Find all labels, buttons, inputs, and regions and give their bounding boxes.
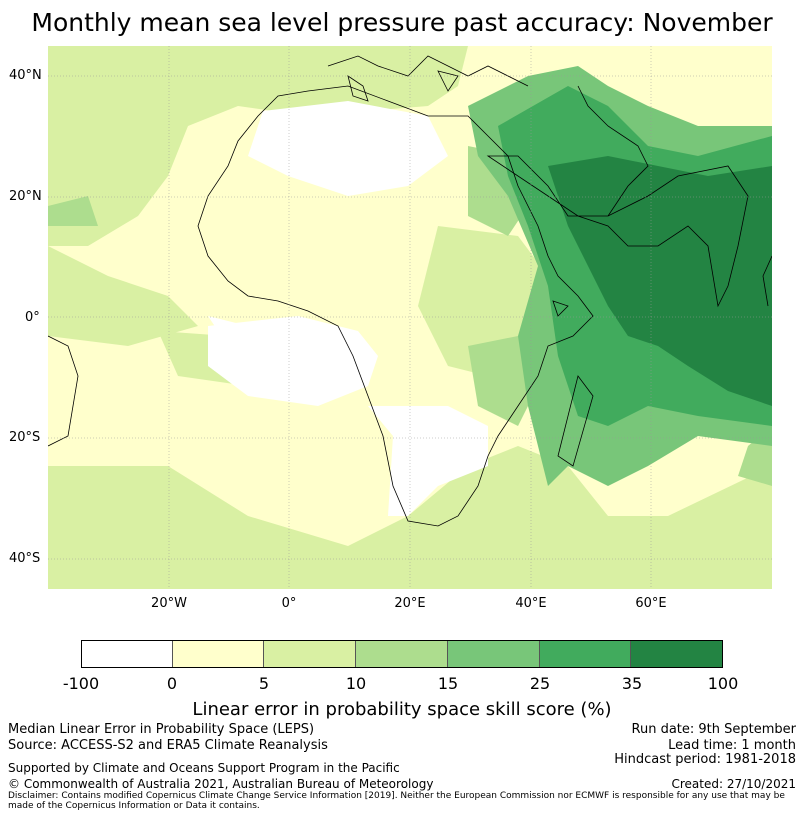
hindcast-text: Hindcast period: 1981-2018 bbox=[614, 752, 796, 767]
colorbar-label: Linear error in probability space skill … bbox=[192, 699, 612, 720]
colorbar-segment-6 bbox=[539, 641, 632, 667]
lat-label-20s: 20°S bbox=[9, 430, 41, 445]
support-text: Supported by Climate and Oceans Support … bbox=[8, 761, 400, 775]
map-title: Monthly mean sea level pressure past acc… bbox=[31, 8, 773, 37]
lon-label-40e: 40°E bbox=[515, 596, 547, 611]
created-text: Created: 27/10/2021 bbox=[671, 777, 796, 791]
coastlines bbox=[48, 55, 772, 527]
colorbar-tick-3: 5 bbox=[258, 674, 270, 693]
colorbar-tick-2: 0 bbox=[166, 674, 178, 693]
colorbar-segment-2 bbox=[172, 641, 265, 667]
lat-label-equator: 0° bbox=[25, 310, 40, 325]
colorbar-tick-8: 100 bbox=[707, 674, 739, 693]
colorbar-segment-4 bbox=[356, 641, 448, 667]
colorbar-tick-4: 10 bbox=[345, 674, 367, 693]
lon-label-20w: 20°W bbox=[151, 596, 187, 611]
run-date-text: Run date: 9th September bbox=[631, 722, 796, 737]
lat-label-40s: 40°S bbox=[9, 551, 41, 566]
colorbar-segment-1 bbox=[82, 641, 173, 667]
skill-map-canvas bbox=[48, 46, 772, 589]
colorbar-segment-5 bbox=[447, 641, 540, 667]
source-text: Source: ACCESS-S2 and ERA5 Climate Reana… bbox=[8, 738, 328, 753]
lon-label-20e: 20°E bbox=[394, 596, 426, 611]
disclaimer-text: Disclaimer: Contains modified Copernicus… bbox=[8, 791, 785, 811]
skill-map bbox=[48, 46, 772, 589]
method-text: Median Linear Error in Probability Space… bbox=[8, 722, 315, 737]
graticule bbox=[48, 46, 772, 589]
colorbar-tick-1: -100 bbox=[62, 674, 100, 693]
lon-label-60e: 60°E bbox=[635, 596, 667, 611]
colorbar-tick-7: 35 bbox=[621, 674, 643, 693]
skill-field-negative bbox=[208, 101, 488, 516]
lat-label-40n: 40°N bbox=[9, 68, 42, 83]
lead-time-text: Lead time: 1 month bbox=[668, 738, 796, 753]
colorbar-segment-7 bbox=[631, 641, 723, 667]
colorbar-segment-3 bbox=[264, 641, 357, 667]
lon-label-0: 0° bbox=[281, 596, 297, 611]
colorbar bbox=[81, 640, 723, 668]
colorbar-tick-6: 25 bbox=[529, 674, 551, 693]
skill-field-35-100 bbox=[548, 156, 772, 406]
colorbar-tick-5: 15 bbox=[437, 674, 459, 693]
lat-label-20n: 20°N bbox=[9, 189, 42, 204]
copyright-text: © Commonwealth of Australia 2021, Austra… bbox=[8, 777, 434, 791]
